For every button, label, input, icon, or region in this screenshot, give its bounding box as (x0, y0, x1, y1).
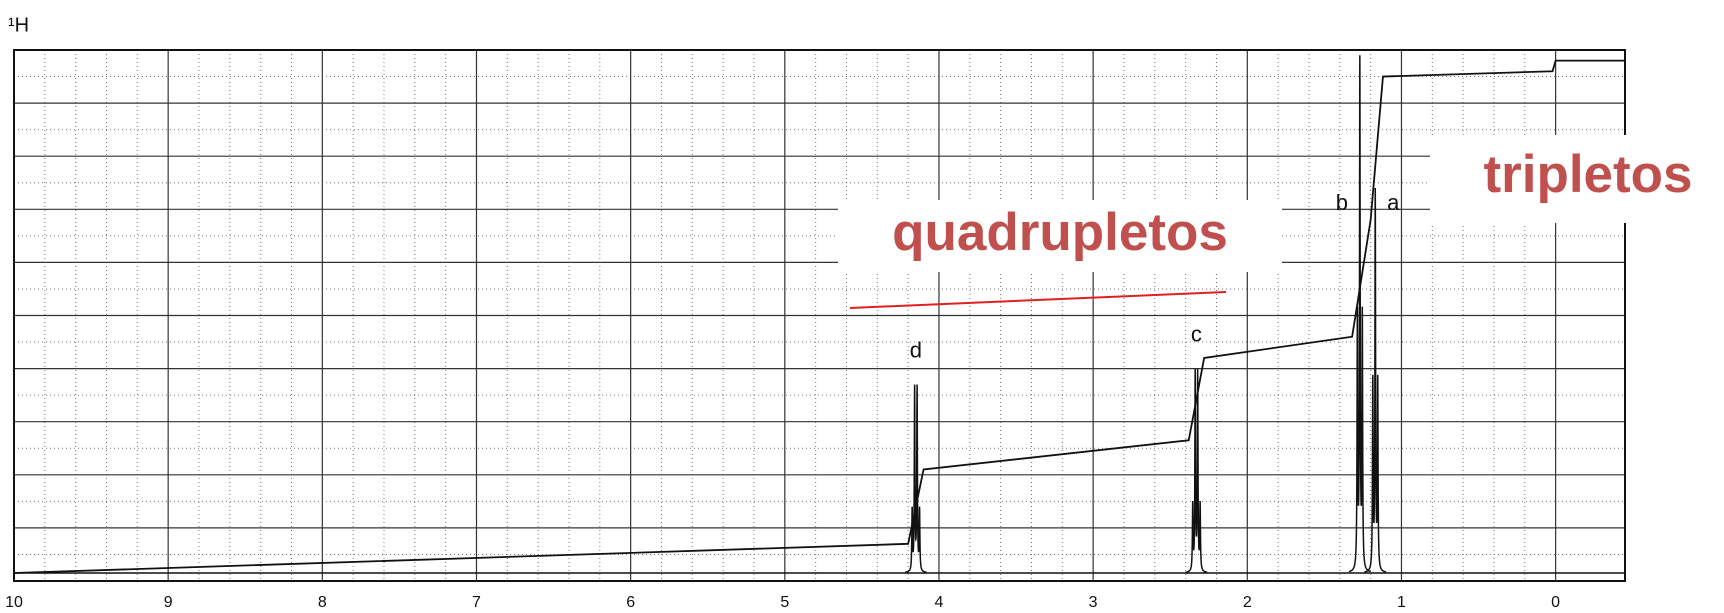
peak-label: d (910, 337, 922, 362)
x-tick-label: 3 (1089, 594, 1098, 611)
x-tick-label: 9 (164, 594, 173, 611)
nucleus-label: ¹H (8, 14, 29, 36)
x-tick-label: 4 (935, 594, 944, 611)
peak (1348, 55, 1371, 573)
annotation-box (838, 200, 1282, 272)
x-tick-label: 1 (1397, 594, 1406, 611)
annotation: quadrupletos (892, 203, 1228, 262)
x-tick-label: 6 (626, 594, 635, 611)
annotation: tripletos (1483, 145, 1692, 204)
integral-curve (13, 59, 1625, 574)
x-tick-label: 10 (5, 594, 23, 611)
peak-label: b (1336, 190, 1348, 215)
peak (1185, 368, 1208, 574)
peak (904, 384, 927, 574)
annotation-box (1430, 135, 1724, 223)
marks: d c b a (13, 55, 1625, 574)
x-tick-label: 2 (1243, 594, 1252, 611)
grid (13, 49, 1625, 582)
annotation-line (849, 291, 1227, 309)
x-tick-label: 5 (780, 594, 789, 611)
x-tick-label: 7 (472, 594, 481, 611)
peak-label: a (1387, 190, 1400, 215)
plot-frame (13, 49, 1626, 582)
x-tick-label: 0 (1551, 594, 1560, 611)
peak (1364, 188, 1387, 573)
x-tick-label: 8 (318, 594, 327, 611)
peak-label: c (1191, 321, 1202, 346)
